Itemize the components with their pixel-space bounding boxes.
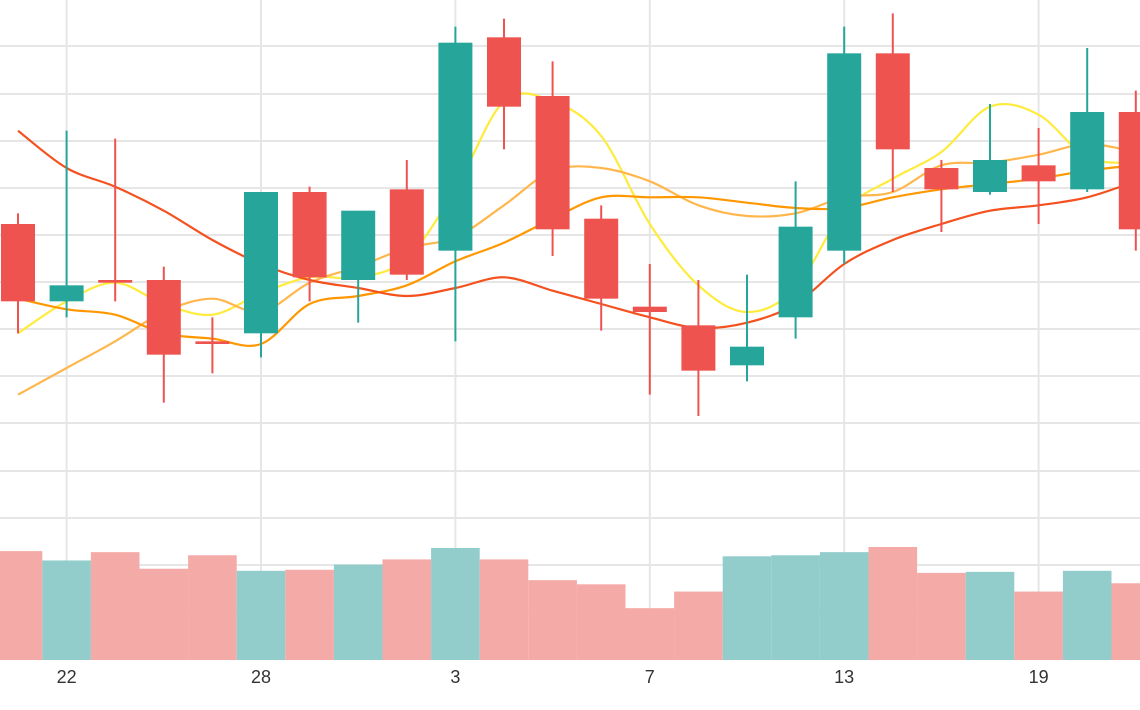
candles <box>1 13 1140 416</box>
candle-body <box>1021 165 1056 182</box>
volume-bar <box>1111 583 1140 660</box>
volume-bar <box>771 555 820 660</box>
moving-average-line <box>17 129 1137 330</box>
candle-body <box>778 226 813 318</box>
candle-body <box>438 42 473 251</box>
volume-bar <box>819 552 869 660</box>
candle <box>730 274 764 382</box>
candle-body <box>195 341 230 344</box>
moving-average-lines <box>17 92 1137 396</box>
volume-bar <box>479 559 529 660</box>
volume-bar <box>188 555 237 660</box>
candle <box>535 61 570 256</box>
volume-bar <box>431 548 480 660</box>
volume-bars <box>0 546 1140 660</box>
candle <box>389 160 424 280</box>
candle <box>146 266 181 403</box>
moving-average-line <box>17 164 1136 347</box>
candle <box>487 18 521 150</box>
volume-bar <box>236 570 286 660</box>
candle-body <box>1070 112 1105 190</box>
volume-bar <box>674 591 723 660</box>
candle-body <box>875 53 910 150</box>
volume-bar <box>42 560 91 660</box>
x-tick-label: 7 <box>645 667 655 687</box>
candle-body <box>1118 112 1140 230</box>
volume-bar <box>382 559 432 660</box>
volume-bar <box>965 571 1015 660</box>
volume-bar <box>528 580 577 660</box>
candle <box>584 205 619 331</box>
volume-bar <box>917 572 966 660</box>
candle <box>681 280 716 416</box>
candle <box>827 26 862 264</box>
volume-bar <box>1062 570 1112 660</box>
candle <box>341 210 376 323</box>
candle-body <box>389 189 424 275</box>
moving-average-line <box>17 92 1136 335</box>
candle-body <box>535 96 570 230</box>
candle <box>1 213 35 334</box>
volume-bar <box>1014 591 1063 660</box>
candle <box>924 160 959 232</box>
volume-bar <box>333 564 383 660</box>
candle <box>973 104 1007 195</box>
candle <box>49 130 84 318</box>
candle <box>1021 128 1056 224</box>
candle-body <box>487 37 521 107</box>
candle-body <box>730 346 764 366</box>
volume-bar <box>722 556 772 660</box>
candle-body <box>244 192 278 334</box>
candle-body <box>98 280 133 283</box>
candle <box>1118 90 1140 251</box>
x-tick-label: 22 <box>57 667 77 687</box>
candle <box>244 192 278 358</box>
candle-body <box>924 168 959 190</box>
candle <box>195 317 230 374</box>
candle-body <box>827 53 862 251</box>
volume-bar <box>868 546 918 660</box>
volume-bar <box>625 608 675 660</box>
volume-bar <box>139 568 189 660</box>
candle-body <box>49 285 84 302</box>
candle-body <box>632 306 667 312</box>
moving-average-line <box>17 142 1136 396</box>
candle <box>292 186 327 302</box>
candle-body <box>1 224 35 302</box>
x-tick-label: 3 <box>450 667 460 687</box>
candle <box>98 138 133 302</box>
candle-body <box>681 325 716 371</box>
candle <box>1070 48 1105 192</box>
x-tick-label: 28 <box>251 667 271 687</box>
volume-bar <box>90 552 140 660</box>
candle <box>632 264 667 395</box>
volume-bar <box>576 584 626 660</box>
candle <box>778 181 813 339</box>
volume-bar <box>285 569 334 660</box>
x-tick-label: 19 <box>1029 667 1049 687</box>
x-tick-label: 13 <box>834 667 854 687</box>
candle-body <box>292 192 327 278</box>
candle-body <box>584 218 619 299</box>
candle <box>875 13 910 192</box>
x-axis-ticks: 22 28 3 7 13 19 <box>57 667 1049 687</box>
volume-bar <box>0 551 43 660</box>
candle-body <box>146 280 181 355</box>
candle-body <box>973 160 1007 192</box>
candle <box>438 26 473 342</box>
candle-body <box>341 210 376 280</box>
